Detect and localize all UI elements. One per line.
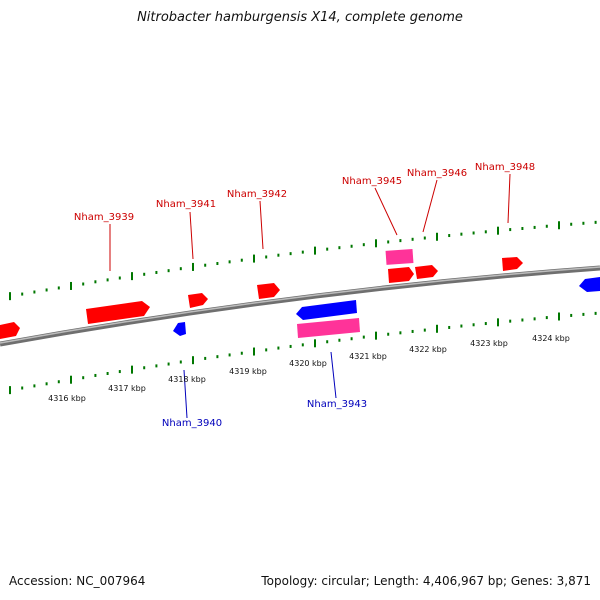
gene-arrow-forward[interactable] [257,283,280,299]
gene-arrow-forward[interactable] [502,257,523,271]
lower-tick-track [9,311,597,395]
rna-gene[interactable] [297,318,360,338]
scale-label: 4324 kbp [532,334,570,343]
gene-label-leader [183,369,188,419]
gene-arrow-forward[interactable] [86,301,150,324]
upper-tick-track [9,220,597,301]
genome-summary: Topology: circular; Length: 4,406,967 bp… [261,574,591,588]
gene-label[interactable]: Nham_3945 [342,176,402,187]
scale-label: 4316 kbp [48,394,86,403]
gene-arrow-reverse[interactable] [173,322,186,336]
gene-label-leader [374,187,398,236]
gene-arrow-forward[interactable] [415,265,438,279]
gene-label[interactable]: Nham_3948 [475,162,535,173]
gene-arrow-reverse[interactable] [296,300,357,320]
genome-backbone-highlight [0,266,600,344]
gene-label[interactable]: Nham_3943 [307,399,367,410]
gene-label[interactable]: Nham_3941 [156,199,216,210]
gene-label-leader [259,200,264,250]
gene-label-leader [189,211,194,260]
gene-arrow-forward[interactable] [388,267,414,283]
gene-arrow-reverse[interactable] [579,277,600,292]
scale-label: 4322 kbp [409,345,447,354]
accession-number: Accession: NC_007964 [9,574,146,588]
gene-arrow-forward[interactable] [0,322,20,339]
gene-arrow-forward[interactable] [188,293,208,308]
rna-gene[interactable] [385,249,414,265]
gene-label[interactable]: Nham_3939 [74,212,134,223]
scale-label: 4318 kbp [168,375,206,384]
scale-label: 4321 kbp [349,352,387,361]
gene-label[interactable]: Nham_3946 [407,168,467,179]
gene-label[interactable]: Nham_3942 [227,189,287,200]
genome-backbone [0,265,600,347]
gene-label-leader [330,351,337,399]
scale-label: 4319 kbp [229,367,267,376]
scale-label: 4317 kbp [108,384,146,393]
gene-label-leader [507,173,511,224]
gene-label-leader [422,179,438,233]
map-title: Nitrobacter hamburgensis X14, complete g… [137,10,463,25]
scale-label: 4320 kbp [289,359,327,368]
scale-label: 4323 kbp [470,339,508,348]
gene-label[interactable]: Nham_3940 [162,418,222,429]
